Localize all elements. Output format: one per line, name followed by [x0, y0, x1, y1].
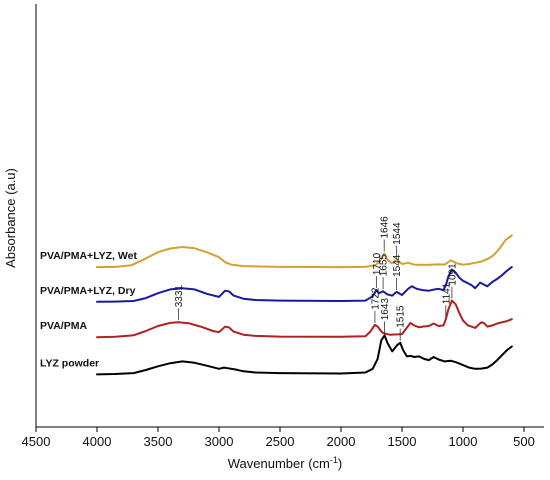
spectrum-pva-pma-lyz-dry: [96, 266, 513, 303]
peak-label-1655-3: 1655: [379, 254, 390, 277]
x-axis-title-main: Wavenumber (cm: [228, 456, 330, 471]
x-axis-title-sup: -1: [330, 455, 338, 465]
series-label-pva-pma: PVA/PMA: [40, 320, 87, 332]
x-tick-label-3500: 3500: [144, 434, 173, 449]
series-labels-group: PVA/PMA+LYZ, Wet PVA/PMA+LYZ, Dry PVA/PMA L…: [40, 250, 137, 369]
x-tick-label-1500: 1500: [388, 434, 417, 449]
series-label-pva-pma-lyz-wet: PVA/PMA+LYZ, Wet: [40, 250, 137, 262]
peak-label-1544-1: 1544: [392, 222, 403, 245]
y-axis-title: Absorbance (a.u): [3, 168, 18, 268]
plot-frame: [35, 4, 544, 428]
x-tick-label-1000: 1000: [449, 434, 478, 449]
x-tick-label-4000: 4000: [83, 434, 112, 449]
spectrum-pva-pma: [96, 299, 513, 339]
peak-label-1722-6: 1722: [370, 287, 381, 310]
peak-label-1515-10: 1515: [396, 305, 407, 328]
peak-label-1710-2: 1710: [372, 252, 383, 275]
x-tick-label-3000: 3000: [205, 434, 234, 449]
peak-label-1544-4: 1544: [392, 254, 403, 277]
series-label-pva-pma-lyz-dry: PVA/PMA+LYZ, Dry: [40, 285, 136, 297]
spectra-group: [96, 234, 513, 376]
peak-label-1091-8: 1091: [447, 263, 458, 286]
series-label-lyz-powder: LYZ powder: [40, 357, 99, 369]
spectrum-pva-pma-lyz-wet: [96, 234, 513, 269]
x-tick-label-500: 500: [513, 434, 535, 449]
peak-label-1646-0: 1646: [380, 216, 391, 239]
peak-label-1643-9: 1643: [380, 298, 391, 321]
x-axis-title-close: ): [338, 456, 342, 471]
x-axis-ticks: 4500 4000 3500 3000 2500 2000 1500 1000 500: [22, 427, 535, 449]
x-tick-label-4500: 4500: [22, 434, 51, 449]
x-tick-label-2000: 2000: [327, 434, 356, 449]
x-axis-title: Wavenumber (cm-1): [228, 455, 342, 471]
spectrum-lyz-powder: [96, 334, 513, 376]
peak-label-3331-5: 3331: [174, 285, 185, 308]
x-tick-label-2500: 2500: [266, 434, 295, 449]
peak-label-1141-7: 1141: [441, 282, 452, 304]
